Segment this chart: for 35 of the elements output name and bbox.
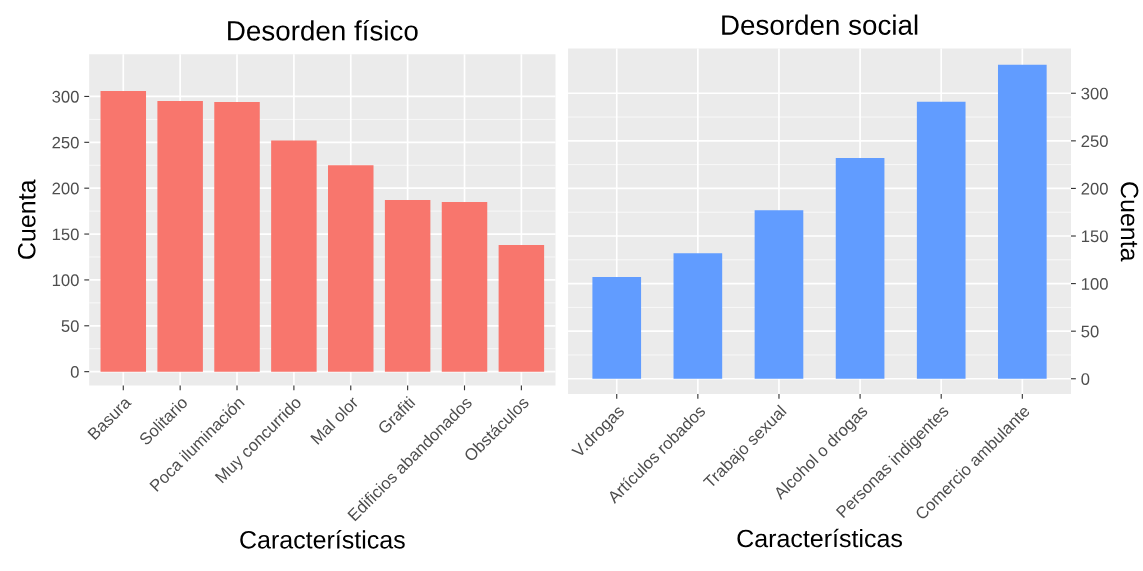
bar: [673, 253, 723, 379]
y-tick-label: 50: [61, 320, 79, 332]
y-tick-label: 0: [70, 366, 79, 378]
y-tick-label: 50: [1081, 325, 1099, 338]
y-axis-title: Cuenta: [17, 179, 36, 259]
bar: [916, 101, 966, 379]
chart-title: Desorden físico: [228, 19, 418, 41]
y-axis-title: Cuenta: [1120, 182, 1139, 262]
y-tick-label: 300: [1081, 87, 1108, 100]
y-tick-label: 200: [1081, 182, 1108, 195]
y-tick-label: 250: [1081, 135, 1108, 148]
bar: [271, 140, 317, 372]
y-tick-label: 0: [1081, 373, 1090, 385]
y-tick-label: 150: [52, 228, 79, 241]
bar: [441, 201, 488, 372]
x-tick-label: Mal olor: [309, 395, 360, 445]
bar: [592, 276, 642, 379]
bar: [997, 64, 1047, 379]
bar: [835, 157, 885, 379]
bar: [214, 101, 260, 372]
x-axis-title: Características: [240, 529, 405, 549]
y-tick-label: 150: [1081, 230, 1108, 243]
bar: [754, 210, 804, 379]
y-tick-label: 250: [52, 136, 79, 149]
y-tick-label: 300: [52, 90, 79, 103]
chart-title: Desorden social: [722, 14, 918, 35]
y-tick-label: 100: [1081, 278, 1108, 290]
y-tick-label: 100: [52, 274, 79, 287]
bar: [157, 101, 203, 372]
y-tick-label: 200: [52, 182, 79, 195]
bar: [498, 245, 545, 372]
bar: [100, 90, 147, 372]
bar: [384, 200, 431, 372]
x-axis-title: Características: [737, 528, 902, 548]
bar: [328, 165, 374, 372]
